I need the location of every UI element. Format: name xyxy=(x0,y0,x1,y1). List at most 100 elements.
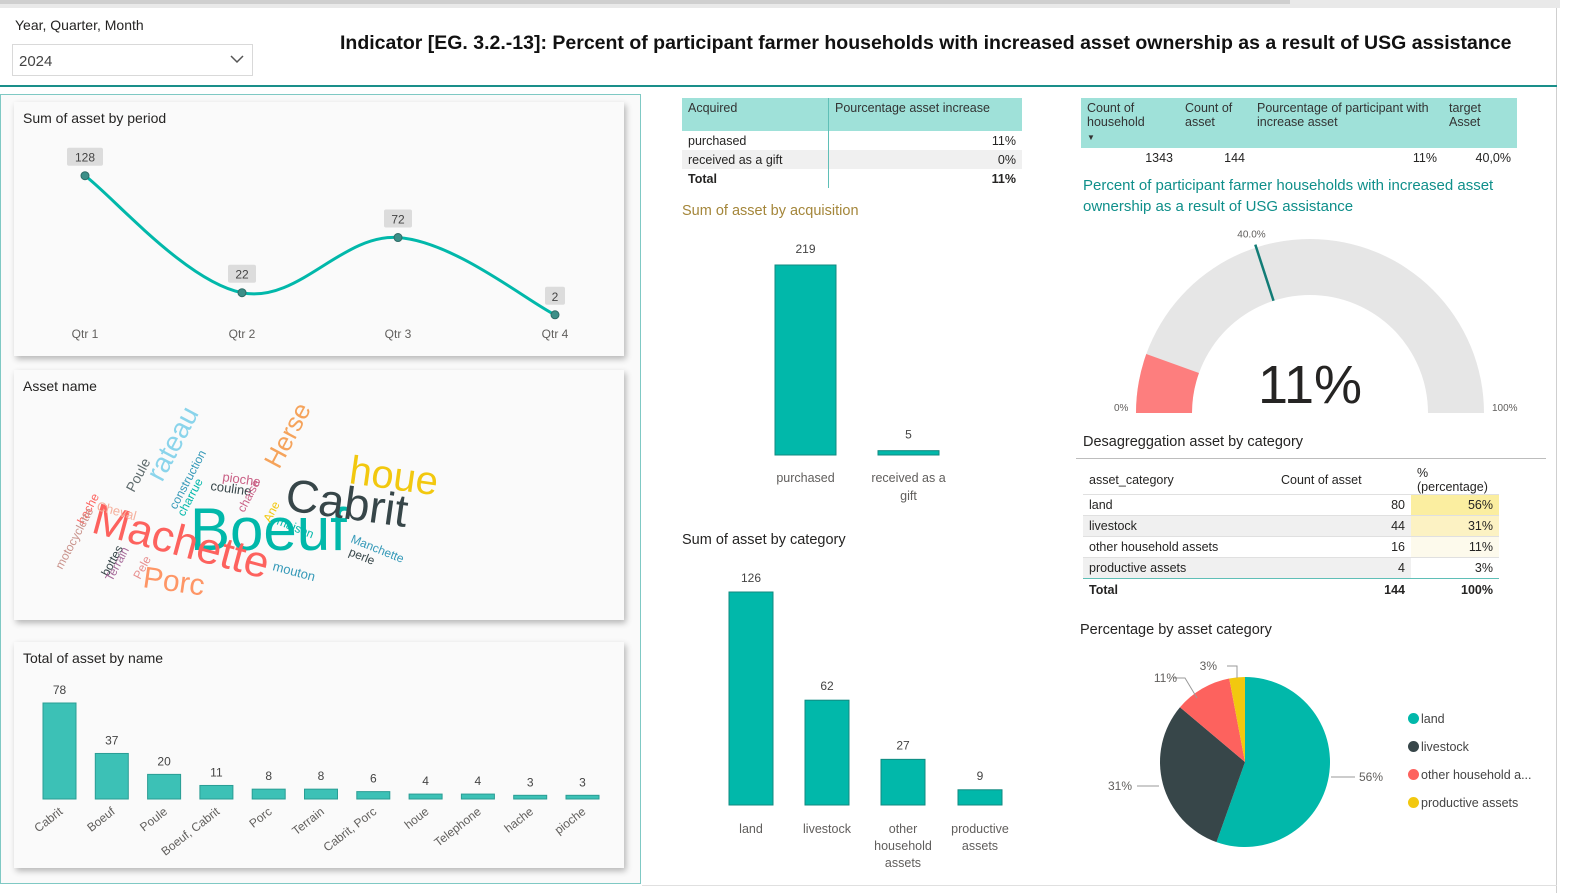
leader-line xyxy=(1227,665,1238,678)
bar[interactable] xyxy=(877,450,940,456)
total-category: Total xyxy=(1089,582,1118,597)
cloud-word: pioche xyxy=(222,469,262,489)
legend-item[interactable]: livestock xyxy=(1408,740,1558,768)
wordcloud-title: Asset name xyxy=(23,378,97,394)
wordcloud-card[interactable]: Asset name Boeuf Machette Cabrit houe Porc He… xyxy=(14,370,624,620)
row-count: 80 xyxy=(1275,494,1411,516)
legend-item[interactable]: land xyxy=(1408,712,1558,740)
bar[interactable] xyxy=(728,591,774,806)
bottom-rule xyxy=(642,885,1557,886)
data-point[interactable] xyxy=(393,233,403,243)
x-tick-label: productive xyxy=(951,822,1009,836)
data-point[interactable] xyxy=(80,171,90,181)
x-tick-label: assets xyxy=(962,839,998,853)
x-tick-label: houe xyxy=(402,804,432,832)
row-percentage: 3% xyxy=(1411,557,1499,579)
col-header-count-of-asset[interactable]: Count of asset xyxy=(1281,473,1362,487)
col-header-target-asset[interactable]: target Asset xyxy=(1443,98,1517,148)
asset-by-name-bar-chart[interactable]: 78 Cabrit 37 Boeuf 20 Poule 11 Boeuf, Cabrit 8 Po… xyxy=(14,642,624,868)
data-point[interactable] xyxy=(550,310,560,320)
bar[interactable] xyxy=(460,793,495,800)
gauge-title: Percent of participant farmer households… xyxy=(1083,177,1494,215)
bar[interactable] xyxy=(356,791,391,800)
table-total-row[interactable]: Total 144 100% xyxy=(1083,578,1499,601)
bar[interactable] xyxy=(147,773,182,800)
x-tick-label: assets xyxy=(885,856,921,870)
chevron-down-icon xyxy=(230,55,244,64)
x-tick-label: Qtr 1 xyxy=(72,327,99,341)
col-header-pct-increase[interactable]: Pourcentage asset increase xyxy=(828,98,1022,131)
col-header-asset-category[interactable]: asset_category xyxy=(1089,473,1174,487)
bar[interactable] xyxy=(774,264,837,456)
bar[interactable] xyxy=(804,699,850,806)
bar[interactable] xyxy=(513,794,548,800)
slicer-value: 2024 xyxy=(19,53,53,70)
col-header-count-asset[interactable]: Count of asset xyxy=(1179,98,1251,148)
desag-table[interactable]: asset_category Count of asset % (percent… xyxy=(1083,466,1499,601)
header-line: Count of xyxy=(1185,101,1233,115)
gauge-chart[interactable]: 40.0% 11% 0% 100% xyxy=(1100,225,1540,425)
data-label: 31% xyxy=(1108,779,1132,793)
period-line-chart[interactable]: 128 Qtr 1 22 Qtr 2 72 Qtr 3 2 Qtr 4 xyxy=(14,102,624,356)
col-header-count-household[interactable]: Count of household ▼ xyxy=(1081,98,1179,148)
col-header-pct-participant[interactable]: Pourcentage of participant with increase … xyxy=(1251,98,1443,148)
header-line: Pourcentage of participant with xyxy=(1257,101,1429,115)
pie-legend: land livestock other household a... product… xyxy=(1408,712,1558,824)
cloud-word: couline xyxy=(210,478,253,499)
x-tick-label: livestock xyxy=(803,822,852,836)
pie-slice[interactable] xyxy=(1216,677,1330,847)
bar[interactable] xyxy=(408,793,443,800)
bar[interactable] xyxy=(251,788,286,800)
desag-title: Desagreggation asset by category xyxy=(1083,434,1304,450)
table-row[interactable]: productive assets 4 3% xyxy=(1083,557,1499,579)
pie-slice[interactable] xyxy=(1229,677,1245,762)
bar[interactable] xyxy=(42,702,77,800)
top-scrollbar[interactable] xyxy=(0,0,1560,8)
table-row[interactable]: land 80 56% xyxy=(1083,494,1499,516)
slicer-label: Year, Quarter, Month xyxy=(15,17,144,33)
acquisition-table[interactable]: Acquired Pourcentage asset increase purc… xyxy=(682,98,1022,188)
legend-marker xyxy=(1408,769,1419,780)
category-bar-chart[interactable]: 126 land 62 livestock 27 other household assets… xyxy=(682,555,1042,880)
name-chart-card[interactable]: Total of asset by name 78 Cabrit 37 Boeuf 20… xyxy=(14,642,624,868)
x-tick-label: Telephone xyxy=(431,804,484,849)
col-header-percentage[interactable]: % (percentage) xyxy=(1417,466,1488,494)
data-label: 11% xyxy=(1154,671,1177,685)
data-label: 4 xyxy=(422,774,429,788)
legend-marker xyxy=(1408,741,1419,752)
bar[interactable] xyxy=(957,789,1003,806)
period-chart-card[interactable]: Sum of asset by period 128 Qtr 1 22 Qtr 2 72… xyxy=(14,102,624,356)
top-scrollbar-thumb[interactable] xyxy=(0,0,1290,4)
pie-slice[interactable] xyxy=(1179,678,1245,762)
bar[interactable] xyxy=(880,758,926,806)
bar[interactable] xyxy=(94,752,129,800)
gauge-target-label: 40.0% xyxy=(1237,230,1265,241)
pie-chart[interactable]: 56% 31% 11% 3% xyxy=(1095,650,1395,870)
bar[interactable] xyxy=(199,784,234,800)
col-header-acquired[interactable]: Acquired xyxy=(682,98,829,131)
legend-label: productive assets xyxy=(1421,796,1519,810)
bar[interactable] xyxy=(304,788,338,800)
data-label: 126 xyxy=(741,571,761,585)
acquisition-bar-chart[interactable]: 219 purchased 5 received as a gift xyxy=(682,225,1022,515)
legend-item[interactable]: productive assets xyxy=(1408,796,1558,824)
right-border xyxy=(1556,8,1557,893)
year-slicer-dropdown[interactable]: 2024 xyxy=(12,44,253,76)
data-label: 128 xyxy=(75,151,95,165)
table-row[interactable]: livestock 44 31% xyxy=(1083,515,1499,537)
kpi-table[interactable]: Count of household ▼ Count of asset Pourcen… xyxy=(1081,98,1517,168)
header-line: increase asset xyxy=(1257,115,1338,129)
table-row[interactable]: other household assets 16 11% xyxy=(1083,536,1499,558)
data-label-bg xyxy=(228,264,256,283)
bar[interactable] xyxy=(565,794,600,800)
data-point[interactable] xyxy=(237,288,247,298)
acq-total-label: Total xyxy=(682,169,829,188)
data-label: 72 xyxy=(391,213,405,227)
data-label: 56% xyxy=(1359,770,1383,784)
pie-slice[interactable] xyxy=(1160,707,1245,843)
data-label: 62 xyxy=(820,679,834,693)
data-label: 3 xyxy=(527,775,534,789)
legend-item[interactable]: other household a... xyxy=(1408,768,1558,796)
data-label: 219 xyxy=(795,242,815,256)
